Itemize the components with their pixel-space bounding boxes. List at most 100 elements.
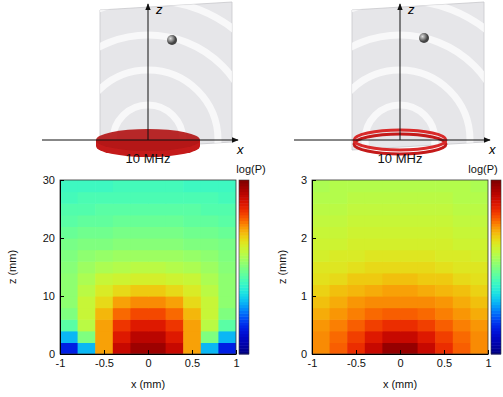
heat-cell	[418, 192, 436, 204]
heat-cell	[166, 296, 184, 308]
heat-cell	[365, 215, 383, 227]
colorbar-step	[239, 241, 249, 244]
heat-cell	[453, 250, 471, 262]
heat-cell	[148, 331, 166, 343]
heat-cell	[330, 308, 348, 320]
colorbar-step	[239, 313, 249, 316]
wave-ring	[260, 0, 503, 280]
colorbar-step	[491, 316, 501, 319]
colorbar-step	[239, 229, 249, 232]
x-axis-title: x (mm)	[131, 378, 165, 390]
heat-cell	[400, 180, 418, 192]
heat-cell	[435, 238, 453, 250]
colorbar-step	[491, 296, 501, 299]
heat-cell	[113, 331, 131, 343]
colorbar-step	[239, 255, 249, 258]
x-tick-label: -1	[56, 357, 66, 369]
colorbar-frame	[491, 180, 501, 354]
x-tick-label: -0.5	[95, 357, 114, 369]
colorbar-step	[491, 328, 501, 331]
colorbar-step	[239, 319, 249, 322]
x-tick-mark	[236, 350, 237, 354]
heat-cell	[183, 273, 201, 285]
colorbar-step	[491, 226, 501, 229]
colorbar-step	[239, 290, 249, 293]
colorbar-step	[239, 195, 249, 198]
y-tick-label: 0	[301, 348, 307, 360]
colorbar-step	[491, 189, 501, 192]
colorbar-label: log(P)	[468, 163, 497, 175]
heat-cell	[78, 203, 96, 215]
heat-cell	[78, 284, 96, 296]
colorbar-step	[239, 238, 249, 241]
heat-cell	[400, 284, 418, 296]
colorbar-step	[491, 325, 501, 328]
heat-cell	[330, 180, 348, 192]
heatmap-panel: -1-0.500.51010203010 MHzx (mm)z (mm)log(…	[6, 151, 266, 390]
heat-cell	[148, 319, 166, 331]
heat-cell	[400, 250, 418, 262]
heat-cell	[148, 284, 166, 296]
colorbar-step	[239, 302, 249, 305]
heat-cell	[78, 238, 96, 250]
heat-cell	[470, 284, 488, 296]
heat-cell	[130, 308, 148, 320]
colorbar-step	[491, 290, 501, 293]
y-tick: 20	[43, 232, 64, 244]
heat-cell	[201, 215, 219, 227]
heat-cell	[201, 203, 219, 215]
heat-cell	[183, 203, 201, 215]
heat-cell	[148, 203, 166, 215]
heat-cell	[400, 319, 418, 331]
heat-cell	[365, 226, 383, 238]
heat-cell	[312, 203, 330, 215]
heat-cell	[435, 261, 453, 273]
heat-cell	[218, 296, 236, 308]
heat-cell	[453, 331, 471, 343]
heat-cell	[130, 342, 148, 354]
colorbar-step	[239, 203, 249, 206]
x-tick: -0.5	[95, 350, 114, 369]
x-tick-mark	[148, 350, 149, 354]
axis-label: z	[407, 2, 415, 17]
y-tick-mark	[60, 238, 64, 239]
heat-cell	[312, 296, 330, 308]
colorbar-step	[491, 229, 501, 232]
heat-cell	[183, 308, 201, 320]
heat-cell	[400, 203, 418, 215]
heat-cell	[166, 226, 184, 238]
heat-cell	[130, 261, 148, 273]
heat-cell	[148, 342, 166, 354]
heat-cell	[347, 203, 365, 215]
colorbar-step	[239, 282, 249, 285]
heat-cell	[60, 261, 78, 273]
colorbar-step	[491, 319, 501, 322]
colorbar-step	[491, 238, 501, 241]
heat-cell	[312, 180, 330, 192]
heat-cell	[60, 296, 78, 308]
x-tick-mark	[488, 350, 489, 354]
heat-cell	[382, 250, 400, 262]
colorbar	[239, 180, 249, 355]
heat-cell	[78, 308, 96, 320]
wave-ring	[295, 35, 503, 245]
heat-cell	[60, 180, 78, 192]
heat-cell	[312, 238, 330, 250]
schematic: zx	[8, 0, 288, 280]
heat-cell	[347, 296, 365, 308]
heat-cell	[166, 215, 184, 227]
colorbar-step	[239, 226, 249, 229]
heat-cell	[382, 331, 400, 343]
y-tick-label: 20	[43, 232, 55, 244]
heat-cell	[312, 261, 330, 273]
heat-cell	[453, 296, 471, 308]
colorbar-step	[491, 273, 501, 276]
heat-cell	[382, 296, 400, 308]
colorbar-step	[491, 287, 501, 290]
heat-cell	[148, 180, 166, 192]
heat-cell	[60, 308, 78, 320]
colorbar-step	[239, 276, 249, 279]
heat-cell	[113, 203, 131, 215]
colorbar-step	[491, 232, 501, 235]
colorbar-step	[239, 342, 249, 345]
